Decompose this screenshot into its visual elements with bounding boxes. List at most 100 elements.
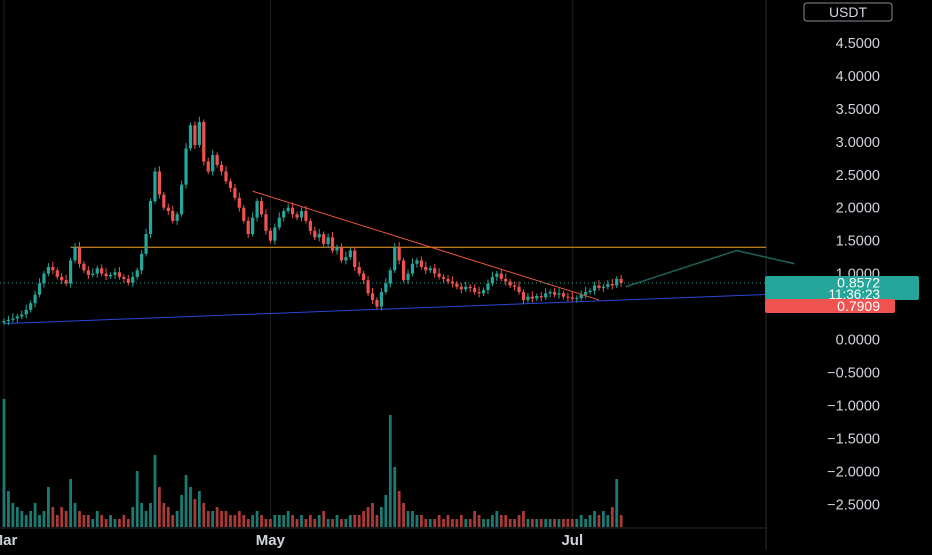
candle-body[interactable] — [544, 293, 548, 298]
candle-body[interactable] — [468, 286, 472, 289]
candle-body[interactable] — [91, 273, 95, 275]
candle-body[interactable] — [237, 197, 241, 208]
candle-body[interactable] — [450, 281, 455, 284]
candle-body[interactable] — [592, 285, 597, 291]
candle-body[interactable] — [2, 321, 6, 323]
candle-body[interactable] — [51, 267, 55, 271]
candle-body[interactable] — [326, 237, 330, 244]
candle-body[interactable] — [259, 201, 264, 215]
candle-body[interactable] — [153, 171, 157, 202]
candle-body[interactable] — [481, 290, 486, 294]
candle-body[interactable] — [11, 318, 15, 320]
candle-layer[interactable] — [2, 116, 623, 326]
candle-body[interactable] — [344, 257, 348, 261]
candle-body[interactable] — [539, 296, 543, 298]
candle-body[interactable] — [597, 285, 601, 289]
candle-body[interactable] — [446, 278, 450, 282]
candle-body[interactable] — [486, 283, 490, 291]
candle-body[interactable] — [264, 214, 268, 231]
candle-body[interactable] — [273, 227, 277, 241]
candle-body[interactable] — [211, 154, 215, 172]
candle-body[interactable] — [415, 260, 419, 264]
candle-body[interactable] — [339, 247, 344, 261]
candle-body[interactable] — [15, 316, 19, 319]
candle-body[interactable] — [33, 294, 37, 304]
candle-body[interactable] — [224, 171, 228, 182]
candle-body[interactable] — [601, 286, 605, 289]
candle-body[interactable] — [113, 272, 117, 275]
candle-body[interactable] — [82, 263, 86, 271]
candle-body[interactable] — [384, 283, 388, 293]
currency-badge[interactable]: USDT — [803, 2, 893, 22]
candle-body[interactable] — [46, 267, 50, 274]
candle-body[interactable] — [575, 297, 579, 299]
candle-body[interactable] — [104, 273, 108, 277]
candle-body[interactable] — [246, 220, 250, 235]
candle-body[interactable] — [299, 210, 304, 218]
candle-body[interactable] — [188, 125, 193, 149]
candle-body[interactable] — [357, 267, 361, 274]
candle-body[interactable] — [566, 296, 570, 298]
candle-body[interactable] — [517, 286, 521, 293]
candle-body[interactable] — [464, 286, 468, 290]
candle-body[interactable] — [162, 194, 166, 208]
candle-body[interactable] — [6, 319, 11, 322]
candle-body[interactable] — [228, 181, 233, 188]
candle-body[interactable] — [455, 283, 459, 287]
candle-body[interactable] — [282, 210, 286, 218]
candle-body[interactable] — [108, 274, 113, 277]
candle-body[interactable] — [433, 268, 437, 274]
candle-body[interactable] — [615, 278, 619, 286]
support-trendline[interactable] — [3, 292, 795, 325]
candle-body[interactable] — [375, 299, 379, 307]
candle-body[interactable] — [29, 303, 33, 310]
candle-body[interactable] — [60, 276, 64, 281]
candle-body[interactable] — [477, 292, 481, 294]
candle-body[interactable] — [535, 296, 539, 299]
candle-body[interactable] — [379, 292, 383, 307]
candle-body[interactable] — [397, 247, 401, 261]
candle-body[interactable] — [419, 260, 423, 268]
candle-body[interactable] — [490, 276, 494, 284]
candle-body[interactable] — [157, 171, 161, 195]
candle-body[interactable] — [242, 207, 246, 221]
candle-body[interactable] — [219, 164, 224, 172]
candle-body[interactable] — [117, 272, 122, 277]
candle-body[interactable] — [530, 296, 534, 299]
candle-body[interactable] — [579, 294, 583, 298]
candle-body[interactable] — [588, 290, 592, 293]
candle-body[interactable] — [122, 276, 126, 279]
candle-body[interactable] — [215, 154, 219, 165]
descending-trendline[interactable] — [252, 190, 600, 301]
candle-body[interactable] — [370, 293, 375, 300]
candle-body[interactable] — [135, 270, 139, 277]
candle-body[interactable] — [437, 273, 441, 277]
candle-body[interactable] — [406, 273, 410, 281]
candle-body[interactable] — [610, 284, 614, 286]
candle-body[interactable] — [552, 292, 557, 295]
candle-body[interactable] — [606, 284, 610, 287]
candle-body[interactable] — [37, 283, 42, 295]
candle-body[interactable] — [362, 273, 366, 281]
candle-body[interactable] — [513, 285, 517, 287]
candle-body[interactable] — [95, 268, 99, 274]
candle-body[interactable] — [180, 184, 184, 215]
candle-body[interactable] — [330, 237, 335, 251]
candle-body[interactable] — [393, 247, 397, 271]
candle-body[interactable] — [100, 268, 104, 274]
candle-body[interactable] — [348, 250, 352, 258]
candle-body[interactable] — [410, 263, 415, 274]
candle-body[interactable] — [561, 293, 566, 297]
candle-body[interactable] — [521, 292, 526, 300]
candle-body[interactable] — [20, 314, 24, 317]
candle-body[interactable] — [459, 286, 463, 290]
candle-body[interactable] — [171, 210, 175, 221]
candle-body[interactable] — [366, 280, 370, 294]
candle-body[interactable] — [251, 217, 255, 235]
candle-body[interactable] — [206, 161, 210, 172]
candle-body[interactable] — [144, 234, 148, 254]
candle-body[interactable] — [424, 267, 428, 271]
candle-body[interactable] — [131, 276, 135, 283]
candle-body[interactable] — [504, 278, 508, 282]
